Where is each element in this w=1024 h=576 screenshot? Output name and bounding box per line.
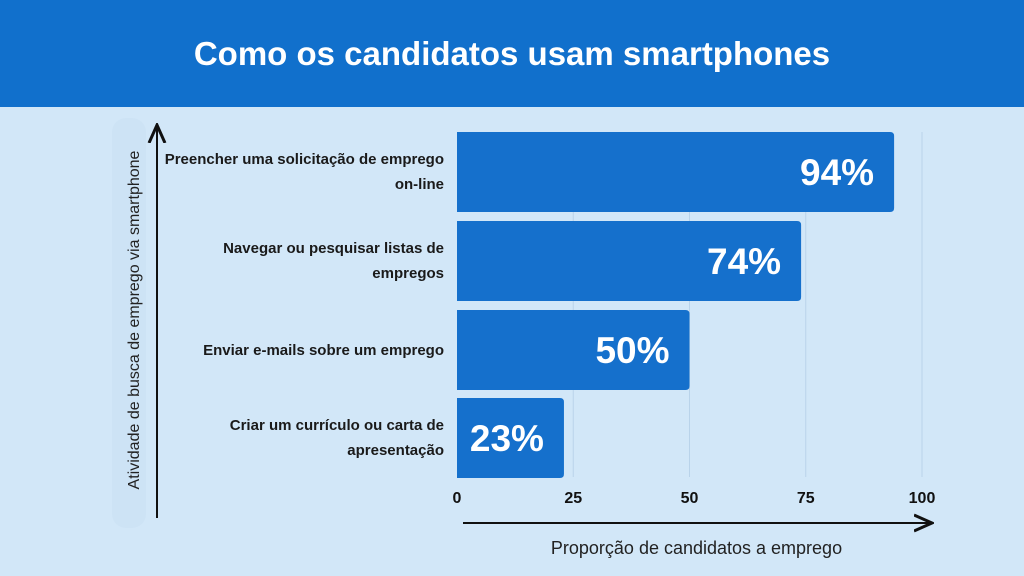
- bar: [457, 398, 564, 478]
- bar-value-label: 94%: [800, 152, 874, 193]
- bar: [457, 221, 802, 301]
- bar-value-label: 50%: [595, 330, 669, 371]
- x-tick-label: 50: [681, 490, 699, 507]
- bar-value-label: 23%: [470, 418, 544, 459]
- header-banner: Como os candidatos usam smartphones: [0, 0, 1024, 107]
- category-label: Navegar ou pesquisar listas de empregos: [223, 240, 444, 282]
- category-label: Criar um currículo ou carta de apresenta…: [229, 417, 444, 459]
- x-tick-label: 75: [797, 490, 815, 507]
- bar: [457, 310, 690, 390]
- category-label: Preencher uma solicitação de emprego on-…: [164, 151, 444, 193]
- bar-value-label: 74%: [707, 241, 781, 282]
- x-tick-label: 0: [453, 490, 462, 507]
- x-tick-label: 25: [564, 490, 582, 507]
- x-tick-label: 100: [909, 490, 936, 507]
- y-axis-label-panel: [112, 118, 146, 528]
- bar: [457, 132, 895, 212]
- x-axis-label: Proporção de candidatos a emprego: [550, 538, 843, 558]
- category-label: Enviar e-mails sobre um emprego: [203, 341, 444, 359]
- chart-title: Como os candidatos usam smartphones: [193, 34, 831, 72]
